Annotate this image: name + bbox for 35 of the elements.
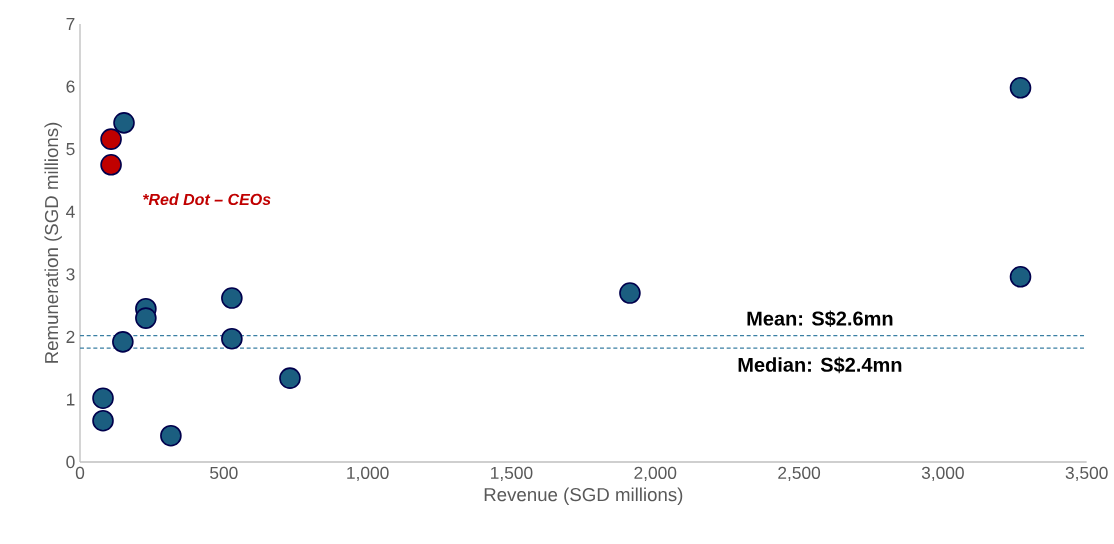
y-tick-label: 7 [66, 18, 75, 30]
y-axis-title: Remuneration (SGD millions) [44, 122, 62, 363]
point [160, 424, 182, 447]
point [279, 367, 301, 389]
y-tick-label: 0 [66, 455, 75, 469]
x-tick-label: 3,500 [1065, 466, 1108, 482]
point [112, 331, 134, 353]
ref-line-label: Median: S$2.4mn [738, 356, 902, 374]
point [1009, 77, 1032, 99]
point [100, 128, 122, 150]
x-tick-label: 500 [210, 466, 238, 479]
point [92, 409, 114, 432]
y-tick-label: 2 [66, 330, 75, 343]
x-tick-label: 2,000 [634, 466, 677, 482]
y-tick-label: 3 [66, 268, 75, 281]
x-tick-label: 0 [75, 466, 85, 479]
point [619, 282, 641, 304]
y-tick-label: 6 [66, 80, 75, 93]
x-tick-label: 1,000 [347, 466, 389, 482]
point [1009, 265, 1032, 288]
y-tick-label: 5 [66, 143, 75, 156]
x-axis-title: Revenue (SGD millions) [484, 487, 683, 505]
x-tick-label: 3,000 [921, 466, 964, 482]
point [113, 112, 135, 134]
point [221, 287, 243, 309]
x-tick-label: 2,500 [778, 466, 821, 482]
point [100, 153, 122, 176]
point [221, 327, 243, 350]
y-tick-label: 4 [66, 205, 75, 218]
x-tick-label: 1,500 [491, 466, 533, 482]
annotation: *Red Dot – CEOs [142, 193, 271, 206]
ref-line-label: Mean: S$2.6mn [747, 310, 893, 327]
y-tick-label: 1 [66, 393, 75, 406]
point [135, 307, 157, 329]
point [92, 387, 114, 409]
